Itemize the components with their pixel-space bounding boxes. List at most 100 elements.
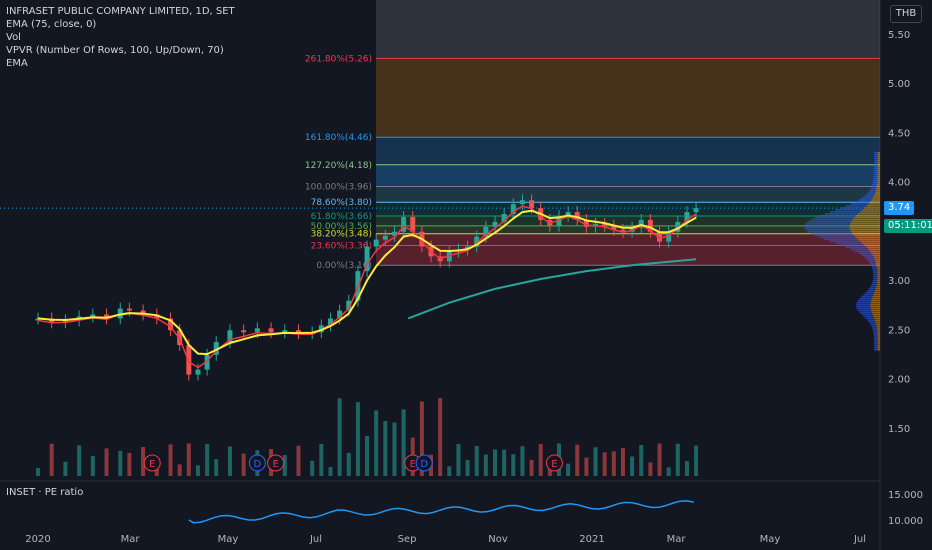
- vpvr-bar: [873, 272, 878, 274]
- volume-bar: [419, 401, 424, 476]
- vpvr-bar: [870, 301, 880, 304]
- vpvr-bar: [876, 281, 880, 284]
- candle-body: [391, 231, 397, 236]
- price-axis-tick: 2.50: [888, 325, 910, 336]
- vpvr-bar: [870, 303, 880, 306]
- vpvr-bar: [858, 252, 872, 255]
- candle-body: [213, 342, 219, 355]
- vpvr-bar: [857, 213, 880, 215]
- pe-axis-tick: 15.000: [888, 490, 923, 501]
- vpvr-bar: [873, 339, 878, 341]
- candle-body: [684, 212, 690, 222]
- vpvr-bar: [856, 307, 871, 310]
- vpvr-bar: [872, 327, 877, 329]
- candle-body: [154, 314, 160, 319]
- volume-bar: [684, 461, 689, 476]
- candle-body: [583, 219, 589, 227]
- fib-level-label: 50.00%(3.56): [311, 222, 372, 232]
- vpvr-bar: [876, 283, 880, 286]
- vpvr-bar: [877, 153, 880, 156]
- vpvr-bar: [845, 246, 867, 249]
- vpvr-bar: [854, 250, 870, 253]
- vpvr-bar: [873, 153, 878, 156]
- legend-vpvr[interactable]: VPVR (Number Of Rows, 100, Up/Down, 70): [6, 45, 224, 56]
- vpvr-bar: [872, 313, 880, 316]
- volume-bar: [337, 398, 342, 476]
- price-axis-tick: 2.00: [888, 375, 910, 386]
- vpvr-bar: [873, 169, 878, 172]
- currency-button[interactable]: THB: [890, 5, 922, 23]
- vpvr-bar: [877, 175, 880, 178]
- event-marker-letter: E: [149, 459, 155, 470]
- vpvr-bar: [877, 173, 880, 176]
- candle-body: [529, 200, 535, 209]
- vpvr-bar: [873, 335, 878, 337]
- time-axis-tick: Jul: [309, 534, 322, 545]
- vpvr-bar: [804, 226, 850, 229]
- vpvr-bar: [874, 258, 880, 260]
- fib-zone: [376, 137, 880, 165]
- volume-bar: [483, 454, 488, 476]
- vpvr-bar: [805, 228, 851, 231]
- vpvr-bar: [862, 242, 880, 245]
- vpvr-bar: [805, 222, 851, 225]
- vpvr-bar: [877, 155, 880, 158]
- fib-level-label: 0.00%(3.16): [316, 261, 372, 271]
- vpvr-bar: [855, 214, 880, 217]
- volume-bar: [49, 443, 54, 476]
- fib-level-label: 61.80%(3.66): [311, 212, 372, 222]
- legend-title[interactable]: INFRASET PUBLIC COMPANY LIMITED, 1D, SET: [6, 6, 235, 17]
- vpvr-bar: [870, 285, 877, 288]
- time-axis-tick: 2021: [579, 534, 604, 545]
- vpvr-bar: [872, 268, 877, 270]
- volume-bar: [127, 452, 132, 476]
- vpvr-bar: [877, 179, 880, 182]
- vpvr-bar: [877, 177, 880, 180]
- candle-body: [410, 216, 416, 232]
- volume-bar: [620, 448, 625, 476]
- vpvr-bar: [877, 165, 880, 168]
- candle-body: [268, 328, 274, 333]
- pe-ratio-label[interactable]: INSET · PE ratio: [6, 487, 84, 498]
- vpvr-bar: [866, 258, 875, 260]
- vpvr-bar: [873, 346, 878, 349]
- candle-body: [647, 219, 653, 232]
- candle-body: [574, 212, 580, 220]
- vpvr-bar: [870, 323, 877, 325]
- vpvr-bar: [869, 262, 876, 264]
- fib-zone: [376, 233, 880, 246]
- legend-ema75[interactable]: EMA (75, close, 0): [6, 19, 97, 30]
- candle-body: [474, 236, 480, 247]
- vpvr-bar: [877, 278, 880, 280]
- vpvr-bar: [877, 337, 880, 339]
- candle-body: [62, 320, 68, 323]
- vpvr-bar: [871, 185, 877, 188]
- vpvr-bar: [871, 266, 877, 268]
- price-axis-tick: 5.00: [888, 79, 910, 90]
- fib-level-label: 261.80%(5.26): [305, 54, 372, 64]
- vpvr-bar: [819, 214, 856, 217]
- vpvr-bar: [871, 309, 880, 312]
- volume-bar: [602, 452, 607, 476]
- candle-body: [295, 330, 301, 334]
- vpvr-bar: [868, 260, 876, 262]
- vpvr-bar: [810, 218, 853, 221]
- legend-ema[interactable]: EMA: [6, 58, 28, 69]
- vpvr-bar: [873, 159, 878, 162]
- vpvr-bar: [863, 315, 874, 318]
- vpvr-bar: [862, 209, 880, 211]
- volume-bar: [465, 460, 470, 476]
- vpvr-bar: [877, 169, 880, 172]
- vpvr-bar: [859, 311, 872, 314]
- vpvr-bar: [870, 307, 880, 310]
- fib-level-label: 38.20%(3.48): [311, 230, 372, 240]
- candle-body: [693, 208, 699, 213]
- vpvr-bar: [871, 325, 877, 327]
- vpvr-bar: [856, 303, 871, 306]
- candle-body: [126, 308, 132, 311]
- volume-bar: [593, 447, 598, 476]
- vpvr-bar: [876, 266, 880, 268]
- fib-zone: [376, 225, 880, 234]
- legend-volume[interactable]: Vol: [6, 32, 21, 43]
